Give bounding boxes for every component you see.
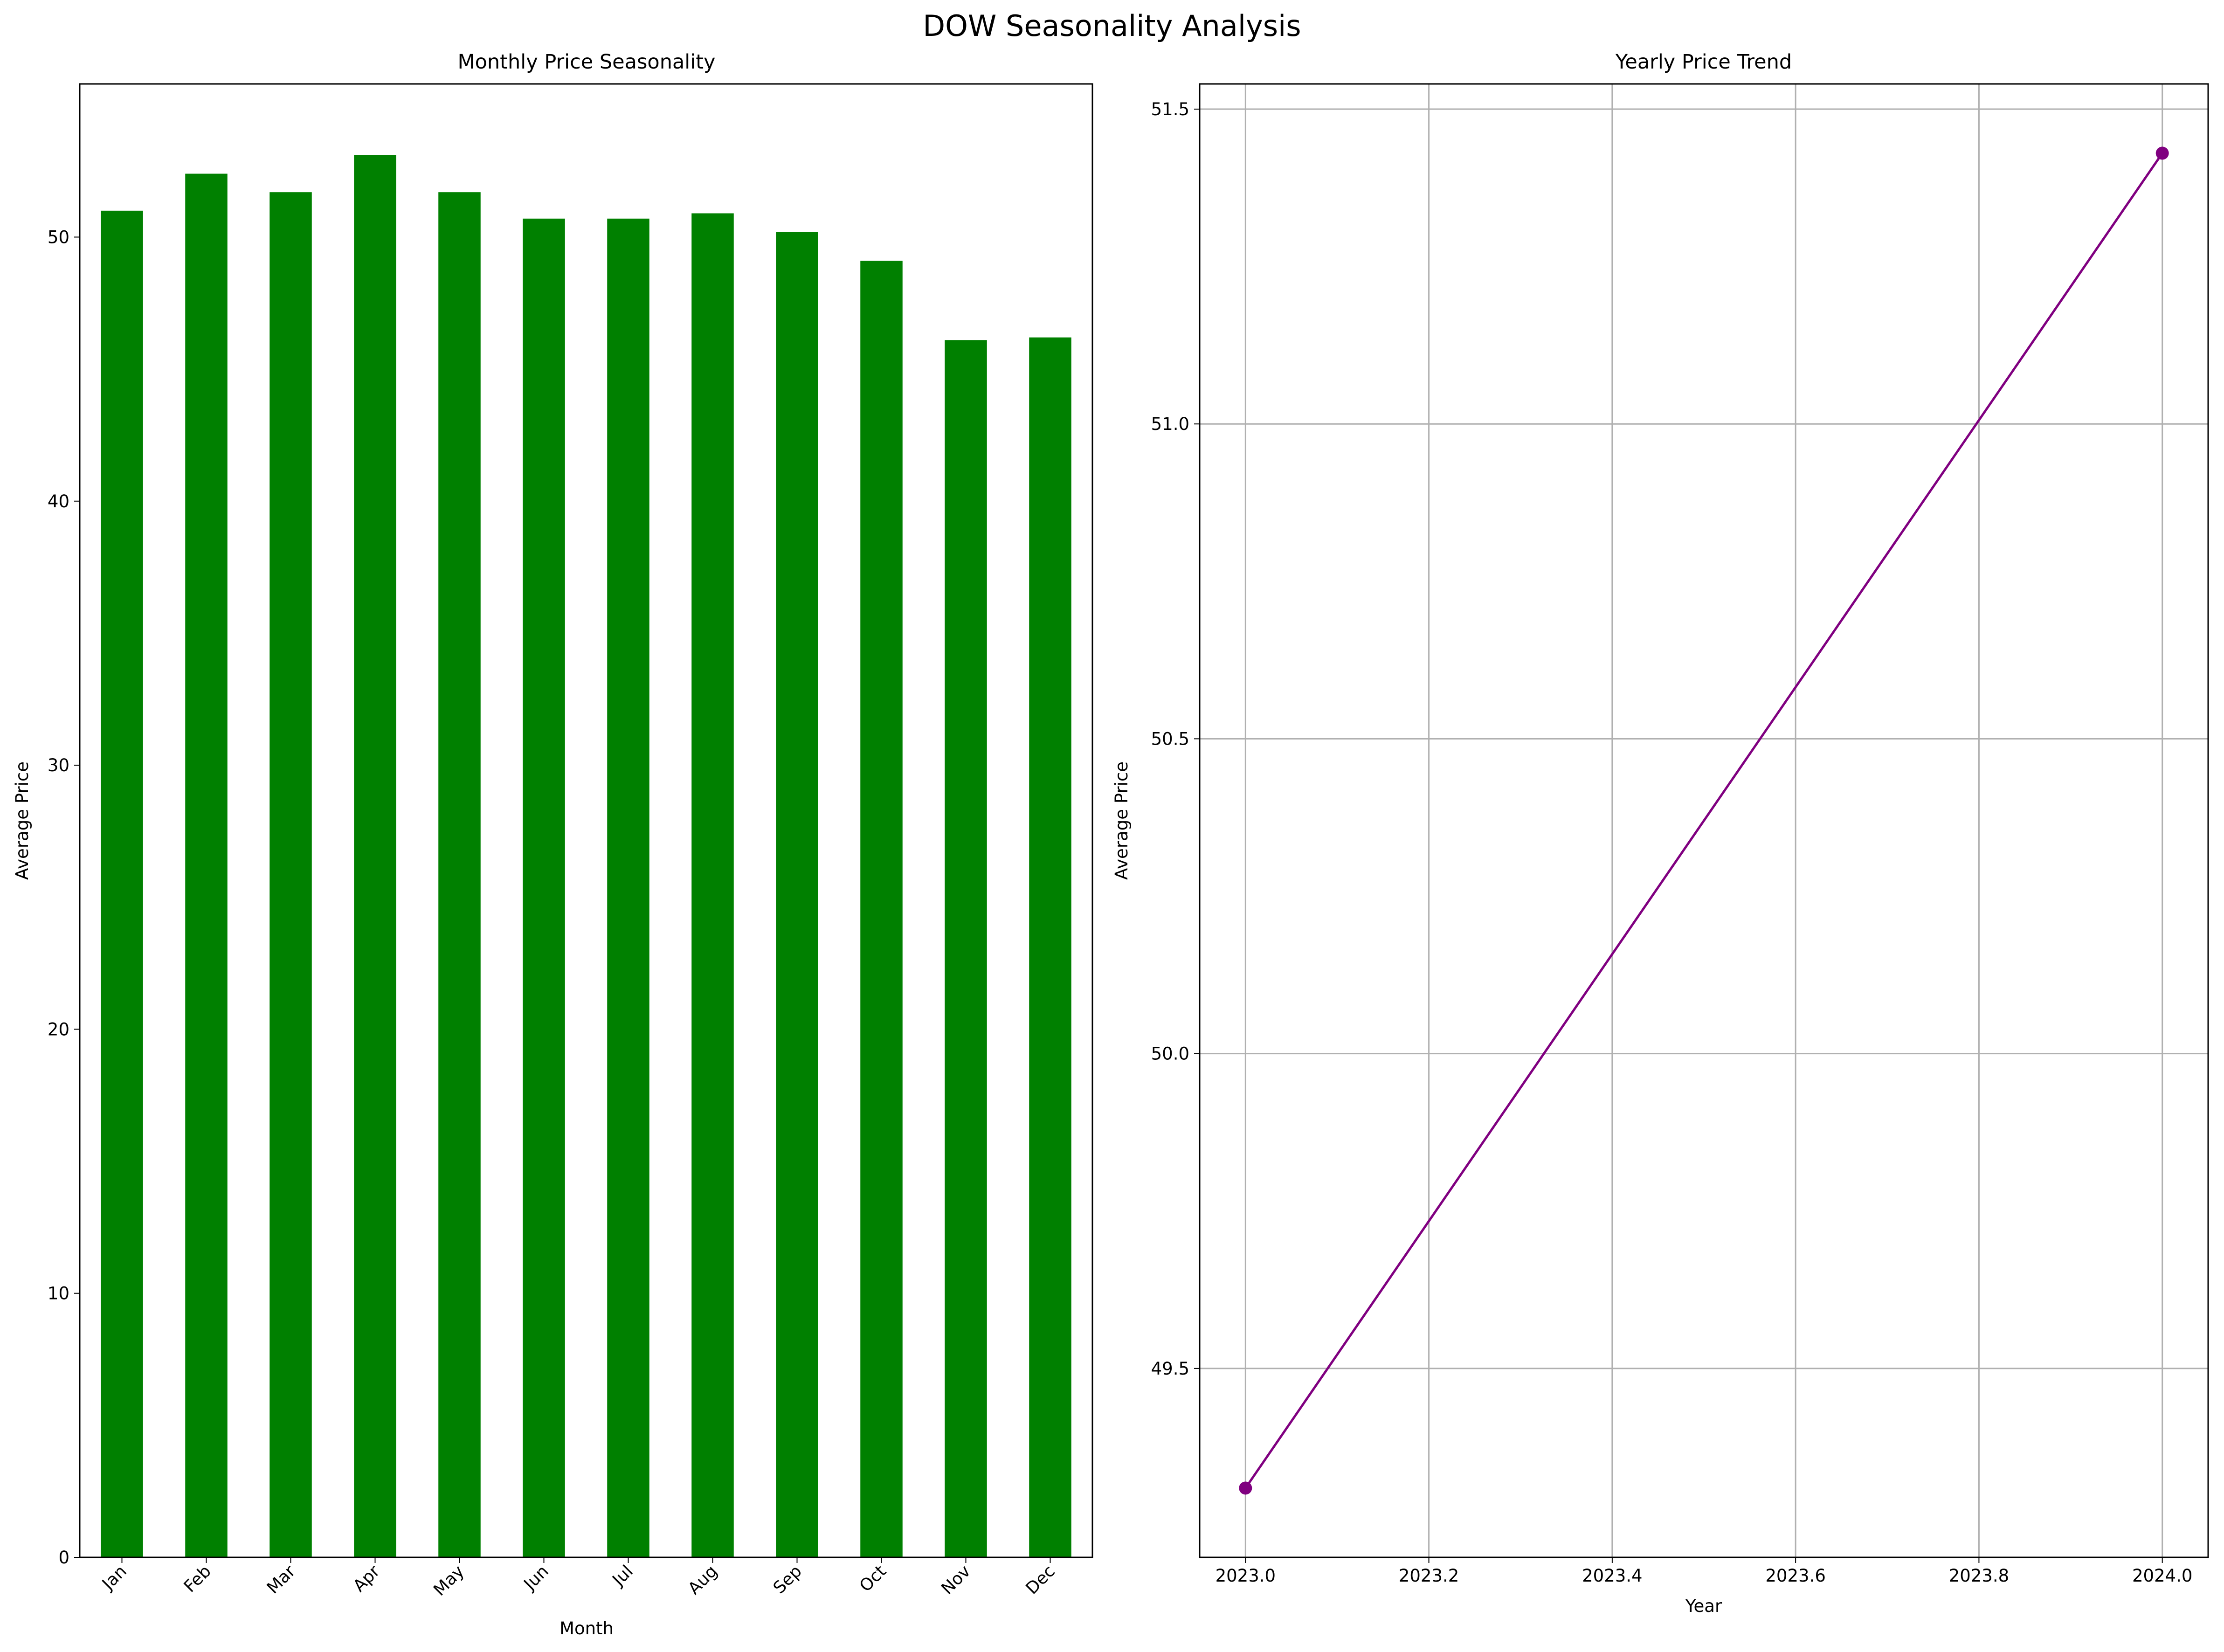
figure-title: DOW Seasonality Analysis — [923, 9, 1301, 43]
bar-dec — [1029, 337, 1071, 1558]
line-chart-frame — [1199, 83, 2209, 1558]
bar-aug — [691, 213, 734, 1558]
bar-ytick-label: 50 — [48, 227, 69, 247]
line-xtick-label: 2024.0 — [2132, 1566, 2192, 1586]
line-ytick-label: 50.5 — [1151, 729, 1189, 749]
bar-ytick-label: 30 — [48, 755, 69, 775]
bar-chart-ylabel: Average Price — [12, 761, 32, 880]
bar-ytick-label: 20 — [48, 1019, 69, 1039]
line-xtick-label: 2023.6 — [1765, 1566, 1825, 1586]
line-xtick-label: 2023.2 — [1399, 1566, 1459, 1586]
bar-ytick-label: 40 — [48, 491, 69, 511]
bar-feb — [185, 173, 228, 1557]
bar-sep — [776, 232, 818, 1558]
bar-mar — [269, 192, 312, 1558]
bar-chart-frame — [79, 83, 1093, 1558]
bar-apr — [354, 155, 396, 1557]
line-chart-ylabel: Average Price — [1112, 761, 1132, 880]
line-ytick-label: 51.0 — [1151, 414, 1189, 434]
bar-ytick-label: 10 — [48, 1284, 69, 1304]
price-point-2024 — [2155, 146, 2169, 160]
bar-oct — [860, 261, 903, 1557]
bar-chart-title: Monthly Price Seasonality — [457, 50, 715, 74]
bar-chart-xlabel: Month — [559, 1618, 614, 1638]
line-xtick-label: 2023.0 — [1216, 1566, 1276, 1586]
bar-nov — [945, 340, 987, 1558]
bar-jul — [607, 218, 649, 1558]
line-xtick-label: 2023.4 — [1582, 1566, 1642, 1586]
line-ytick-label: 51.5 — [1151, 99, 1189, 119]
price-point-2023 — [1239, 1481, 1252, 1495]
bar-jun — [523, 218, 565, 1558]
bar-jan — [101, 210, 143, 1558]
line-ytick-label: 49.5 — [1151, 1359, 1189, 1379]
bar-ytick-label: 0 — [58, 1548, 69, 1568]
price-trend-line — [1244, 152, 2163, 1489]
line-chart-xlabel: Year — [1685, 1596, 1722, 1616]
line-ytick-label: 50.0 — [1151, 1044, 1189, 1064]
line-chart-title: Yearly Price Trend — [1615, 50, 1792, 74]
bar-may — [438, 192, 481, 1558]
yearly-trend-chart: Yearly Price Trend 49.550.050.551.051.5 … — [1112, 50, 2209, 1616]
line-xtick-label: 2023.8 — [1949, 1566, 2009, 1586]
